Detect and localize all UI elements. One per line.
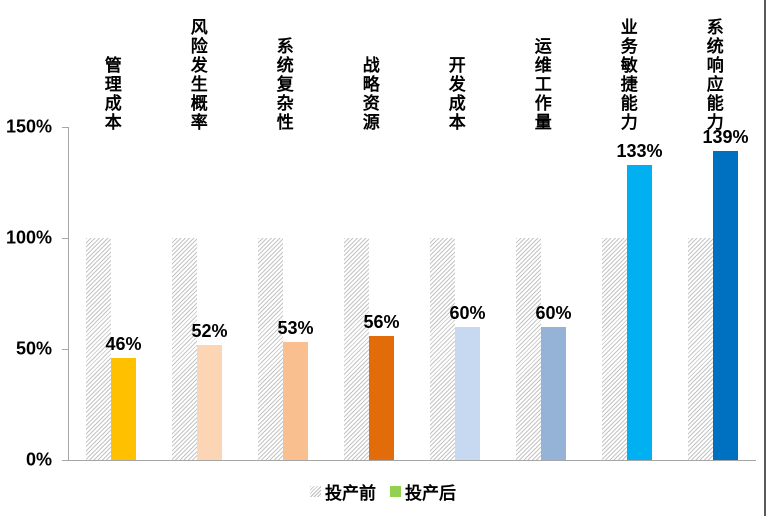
- x-axis-baseline: [62, 460, 756, 461]
- bar-after-production: 52%: [191, 321, 228, 460]
- value-label: 60%: [449, 302, 486, 323]
- legend-label-after: 投产后: [405, 484, 456, 503]
- y-axis-tick-mark: [62, 127, 68, 128]
- y-axis-tick-label: 50%: [15, 338, 52, 359]
- category-label: 运维工作量: [531, 37, 551, 132]
- bar-after-production: 60%: [449, 303, 486, 460]
- category-label: 业务敏捷能力: [617, 18, 637, 132]
- legend-label-before: 投产前: [325, 484, 376, 503]
- bar-group: 53%: [258, 238, 314, 460]
- bar-group: 133%: [602, 141, 663, 460]
- value-label: 139%: [702, 127, 749, 148]
- bar-group: 46%: [86, 238, 142, 460]
- bar-after-production: 56%: [363, 312, 400, 460]
- bar-after-production: 53%: [277, 318, 314, 460]
- y-axis-tick-label: 0%: [25, 449, 52, 470]
- y-axis-tick-label: 150%: [5, 116, 52, 137]
- bar-before-production: [430, 238, 455, 460]
- category-label: 风险发生概率: [187, 18, 207, 132]
- bar-before-production: [688, 238, 713, 460]
- bar-before-production: [516, 238, 541, 460]
- bar-after-production: 139%: [702, 127, 749, 460]
- category-label: 系统响应能力: [703, 18, 723, 132]
- category-label-slot: 开发成本: [430, 56, 480, 132]
- y-axis-labels: 150% 100% 50% 0%: [0, 0, 60, 516]
- bar-before-production: [258, 238, 283, 460]
- y-axis-tick-mark: [62, 238, 68, 239]
- value-label: 60%: [535, 302, 572, 323]
- bar-before-production: [172, 238, 197, 460]
- legend-swatch-hatched-icon: [310, 486, 321, 497]
- category-labels-row: 管理成本 风险发生概率 系统复杂性 战略资源 开发成本 运维工作量 业务敏捷能力 系统响应能力: [68, 0, 756, 132]
- value-label: 133%: [616, 140, 663, 161]
- legend: 投产前 投产后: [0, 479, 766, 504]
- value-label: 56%: [363, 311, 400, 332]
- y-axis-tick-label: 100%: [5, 227, 52, 248]
- category-label: 系统复杂性: [273, 37, 293, 132]
- category-label-slot: 运维工作量: [516, 37, 566, 132]
- bar-group: 60%: [516, 238, 572, 460]
- legend-item-before: 投产前: [310, 479, 376, 504]
- legend-item-after: 投产后: [390, 479, 456, 504]
- bar-group: 60%: [430, 238, 486, 460]
- category-label-slot: 战略资源: [344, 56, 394, 132]
- category-label-slot: 风险发生概率: [172, 18, 222, 132]
- legend-swatch-green-icon: [390, 486, 401, 497]
- category-label: 开发成本: [445, 56, 465, 132]
- category-label-slot: 系统复杂性: [258, 37, 308, 132]
- bar-before-production: [344, 238, 369, 460]
- value-label: 46%: [105, 333, 142, 354]
- bar-group: 52%: [172, 238, 228, 460]
- bar-group: 139%: [688, 127, 749, 460]
- value-label: 53%: [277, 318, 314, 339]
- bar-before-production: [86, 238, 111, 460]
- category-label-slot: 系统响应能力: [688, 18, 738, 132]
- bar-after-production: 60%: [535, 303, 572, 460]
- bar-before-production: [602, 238, 627, 460]
- value-label: 52%: [191, 320, 228, 341]
- category-label: 战略资源: [359, 56, 379, 132]
- bar-after-production: 133%: [616, 141, 663, 460]
- bar-group: 56%: [344, 238, 400, 460]
- category-label-slot: 管理成本: [86, 56, 136, 132]
- screenshot-right-border: [764, 0, 766, 516]
- category-label-slot: 业务敏捷能力: [602, 18, 652, 132]
- y-axis-tick-mark: [62, 349, 68, 350]
- y-axis-line: [68, 127, 69, 461]
- category-label: 管理成本: [101, 56, 121, 132]
- bar-after-production: 46%: [105, 334, 142, 460]
- plot-area: 46% 52% 53% 56% 60% 60% 133% 139%: [68, 127, 756, 460]
